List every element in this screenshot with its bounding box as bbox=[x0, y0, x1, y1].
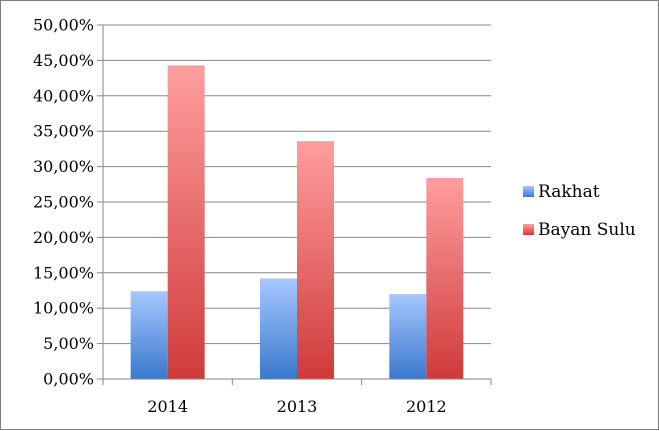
bar-rakhat-2012 bbox=[389, 294, 427, 379]
legend-swatch bbox=[523, 186, 534, 197]
y-tick-label: 40,00% bbox=[33, 86, 94, 105]
x-tick-label: 2013 bbox=[277, 397, 318, 416]
axes bbox=[97, 24, 492, 385]
x-tick-label: 2012 bbox=[406, 397, 447, 416]
bar-bayan-sulu-2013 bbox=[297, 141, 334, 379]
y-tick-label: 0,00% bbox=[43, 370, 94, 389]
y-tick-label: 5,00% bbox=[43, 334, 94, 353]
y-tick-label: 45,00% bbox=[33, 51, 94, 70]
legend: Rakhat Bayan Sulu bbox=[523, 182, 636, 240]
bar-rakhat-2013 bbox=[260, 278, 297, 379]
y-tick-label: 20,00% bbox=[33, 228, 94, 247]
y-tick-label: 10,00% bbox=[33, 299, 94, 318]
y-tick-label: 15,00% bbox=[33, 263, 94, 282]
y-tick-label: 35,00% bbox=[33, 122, 94, 141]
x-tick-label: 2014 bbox=[147, 397, 188, 416]
legend-swatch bbox=[523, 224, 534, 235]
y-tick-labels: 0,00% 5,00% 10,00% 15,00% 20,00% 25,00% 30,00%… bbox=[33, 16, 94, 389]
bar-bayan-sulu-2012 bbox=[426, 177, 464, 379]
legend-label: Bayan Sulu bbox=[538, 220, 636, 240]
y-tick-label: 25,00% bbox=[33, 193, 94, 212]
y-tick-label: 50,00% bbox=[33, 16, 94, 35]
bar-bayan-sulu-2014 bbox=[167, 65, 205, 379]
bar-rakhat-2014 bbox=[130, 291, 168, 379]
y-tick-label: 30,00% bbox=[33, 157, 94, 176]
legend-label: Rakhat bbox=[538, 182, 600, 202]
bars bbox=[130, 65, 464, 379]
x-tick-labels: 2014 2013 2012 bbox=[147, 397, 446, 416]
